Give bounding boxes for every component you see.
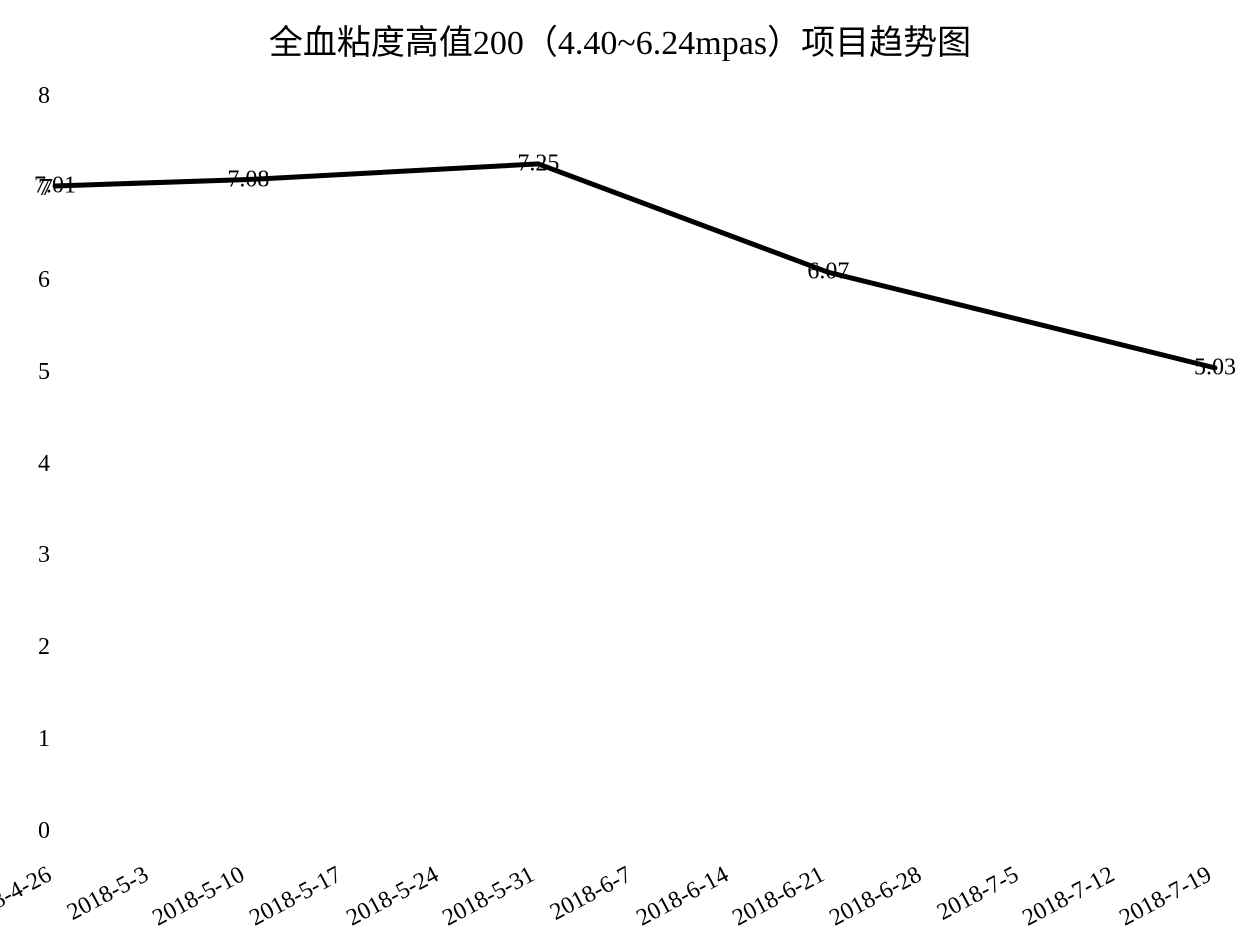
y-tick-label: 2 (20, 634, 50, 661)
y-tick-label: 1 (20, 726, 50, 753)
y-tick-label: 6 (20, 267, 50, 294)
data-point-label: 5.03 (1194, 354, 1236, 381)
data-point-label: 6.07 (807, 259, 849, 286)
y-tick-label: 3 (20, 542, 50, 569)
y-tick-label: 0 (20, 818, 50, 845)
data-point-label: 7.08 (227, 166, 269, 193)
y-tick-label: 5 (20, 359, 50, 386)
chart-container: 全血粘度高值200（4.40~6.24mpas）项目趋势图 0123456787… (0, 0, 1240, 937)
y-tick-label: 4 (20, 451, 50, 478)
y-tick-label: 8 (20, 83, 50, 110)
data-point-label: 7.01 (34, 172, 76, 199)
data-point-label: 7.25 (517, 150, 559, 177)
data-line (55, 164, 1215, 368)
line-chart-svg (0, 0, 1240, 937)
